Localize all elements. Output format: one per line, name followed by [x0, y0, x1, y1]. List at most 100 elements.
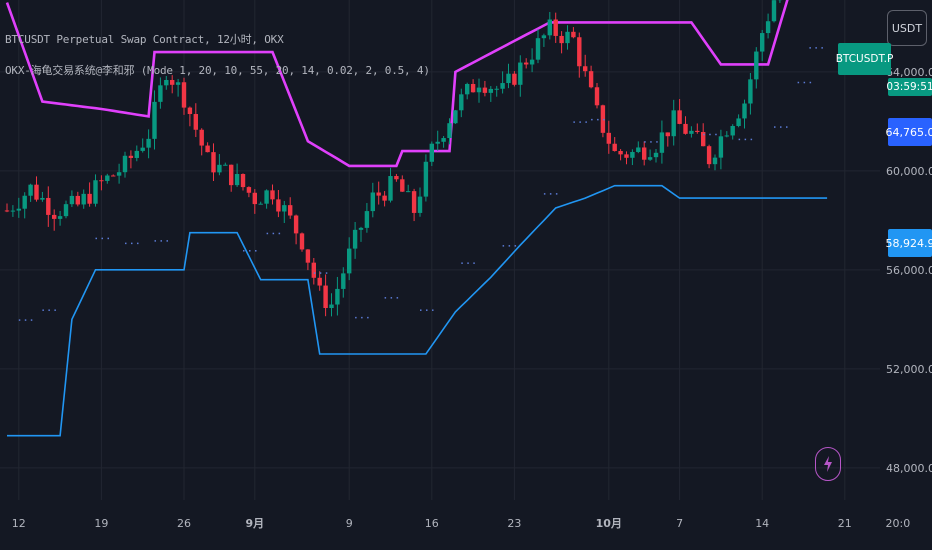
legend-title[interactable]: BTCUSDT Perpetual Swap Contract, 12小时, O… — [5, 33, 284, 46]
candle — [134, 145, 139, 162]
candle-body — [730, 125, 735, 136]
stop-dot — [585, 121, 587, 123]
stop-dot — [573, 121, 575, 123]
candle-body — [565, 31, 570, 44]
candle-body — [193, 114, 198, 130]
candle-body — [447, 123, 452, 139]
candle — [553, 12, 558, 43]
candle — [600, 104, 606, 138]
stop-dot — [543, 193, 546, 195]
candle-body — [34, 184, 39, 200]
stop-dot — [555, 193, 558, 195]
candle-body — [205, 145, 210, 153]
candle — [152, 90, 157, 150]
stop-dot — [361, 316, 363, 319]
candle-body — [175, 82, 181, 85]
candle — [358, 226, 364, 242]
candle — [453, 109, 458, 124]
candle — [671, 99, 676, 146]
alert-button[interactable] — [815, 447, 841, 481]
stop-dot — [473, 262, 475, 264]
stop-dot — [786, 126, 788, 128]
stop-dot — [54, 309, 56, 311]
candle-body — [459, 94, 464, 111]
candle — [388, 167, 393, 203]
candle-body — [600, 105, 606, 133]
stop-dot — [597, 118, 599, 121]
candle — [606, 120, 611, 154]
candle-body — [665, 132, 670, 137]
currency-button[interactable]: USDT — [887, 10, 927, 46]
candle-body — [736, 118, 741, 126]
candle-body — [305, 249, 311, 263]
candle-body — [411, 191, 417, 213]
candle-body — [630, 151, 635, 158]
candle-body — [535, 38, 541, 60]
candle-body — [57, 216, 63, 219]
candle — [583, 54, 588, 77]
stop-dot — [255, 250, 257, 252]
candle — [482, 80, 488, 97]
x-tick-label: 23 — [507, 517, 521, 530]
candle-body — [16, 208, 21, 211]
candle — [512, 71, 517, 87]
candle-body — [659, 132, 665, 153]
candle — [52, 209, 57, 231]
stop-dot — [272, 232, 275, 235]
candle-body — [223, 164, 228, 166]
candle — [736, 114, 741, 128]
stop-dot — [319, 272, 322, 274]
candle — [429, 141, 434, 167]
channel-lines — [5, 0, 828, 437]
candle-body — [742, 103, 747, 119]
y-tick-label: 52,000.0 — [886, 363, 932, 376]
candle-body — [470, 83, 476, 93]
candle-body — [588, 71, 594, 88]
candle — [470, 79, 476, 93]
candle — [246, 186, 252, 198]
stop-dot — [650, 141, 652, 143]
candle — [406, 184, 411, 193]
candle — [659, 120, 665, 164]
stop-dot — [396, 297, 399, 299]
stop-dot — [591, 118, 593, 121]
x-tick-label: 14 — [755, 517, 769, 530]
candle — [205, 142, 210, 153]
upper-channel-tag: 64,765.0 — [886, 118, 932, 146]
candle-body — [435, 141, 440, 144]
stop-dot — [154, 240, 156, 242]
stop-dot — [95, 237, 97, 240]
candle — [16, 197, 21, 218]
candle-body — [441, 138, 446, 142]
candle — [282, 200, 287, 224]
candle — [459, 88, 464, 118]
candle — [264, 189, 269, 209]
stop-dot — [821, 47, 823, 49]
legend-indicator[interactable]: OKX-海龟交易系统@李和邪 (Mode 1, 20, 10, 55, 20, … — [5, 64, 430, 77]
stop-dot — [549, 193, 552, 195]
candle-body — [358, 227, 364, 230]
candle — [175, 78, 181, 97]
candle — [28, 183, 33, 202]
candle — [181, 77, 187, 115]
candle — [400, 175, 405, 192]
candle — [347, 237, 352, 281]
candle — [712, 154, 718, 171]
candle-body — [264, 190, 269, 204]
candle-body — [240, 174, 246, 188]
stop-dot — [809, 47, 811, 49]
y-tick-label: 64,000.0 — [886, 66, 932, 79]
candle — [270, 184, 275, 205]
candle — [748, 72, 753, 115]
stop-dot — [166, 240, 168, 242]
candle-body — [500, 83, 505, 89]
candle — [465, 82, 470, 100]
candle-body — [376, 192, 381, 196]
candle-body — [417, 196, 423, 213]
candle-body — [512, 73, 517, 85]
x-tick-label: 26 — [177, 517, 191, 530]
candle — [435, 130, 440, 151]
candle-body — [748, 79, 753, 104]
